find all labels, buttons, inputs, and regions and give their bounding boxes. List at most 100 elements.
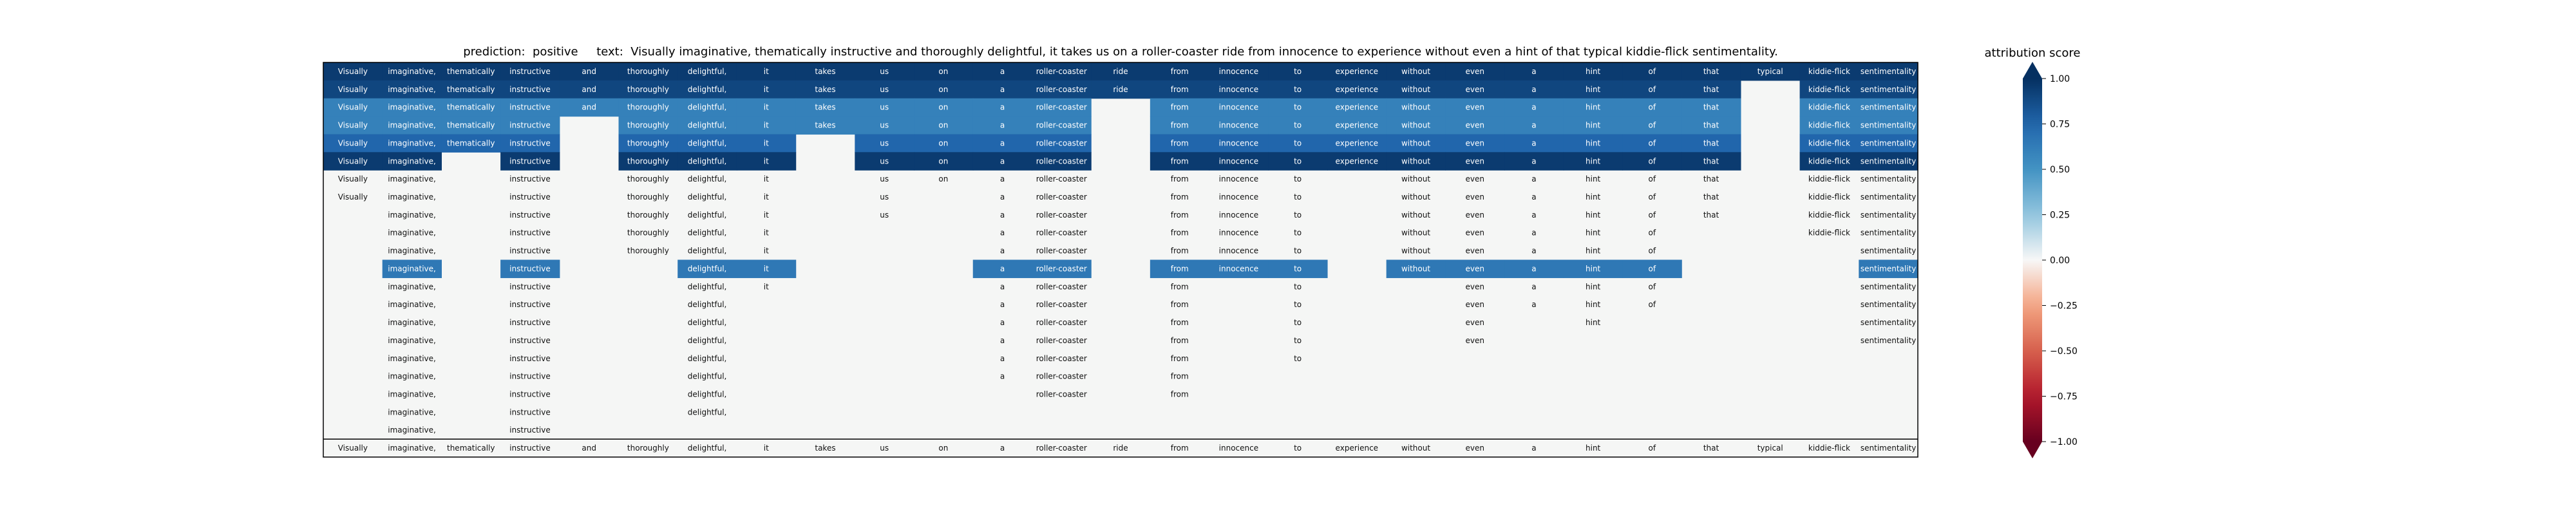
token-label: without — [1401, 174, 1430, 183]
attribution-cell — [1327, 98, 1387, 117]
attribution-cell — [323, 98, 383, 117]
token-label: without — [1401, 192, 1430, 201]
token-label: kiddie-flick — [1808, 156, 1850, 165]
attribution-cell — [855, 116, 914, 135]
attribution-cell — [972, 152, 1033, 171]
token-label: it — [764, 229, 769, 238]
token-label: experience — [1336, 121, 1379, 130]
token-label: thoroughly — [627, 121, 669, 130]
token-label: imaginative, — [388, 354, 436, 363]
colorbar-top-extend — [2023, 62, 2042, 79]
token-label: to — [1294, 318, 1302, 327]
token-label: from — [1171, 103, 1189, 112]
attribution-cell — [618, 80, 678, 99]
attribution-cell — [972, 62, 1033, 81]
attribution-cell — [441, 80, 501, 99]
token-label: to — [1294, 229, 1302, 238]
token-label: instructive — [509, 354, 551, 363]
attribution-cell — [1859, 98, 1918, 117]
token-label: hint — [1586, 156, 1601, 165]
token-label: delightful, — [688, 336, 727, 345]
bottom-token-label: ride — [1113, 444, 1128, 453]
token-label: hint — [1586, 300, 1601, 309]
token-label: imaginative, — [388, 229, 436, 238]
token-label: imaginative, — [388, 389, 436, 398]
token-label: roller-coaster — [1036, 85, 1087, 94]
token-label: sentimentality — [1861, 121, 1917, 130]
attribution-cell — [1859, 80, 1918, 99]
token-label: sentimentality — [1861, 156, 1917, 165]
token-label: a — [1531, 211, 1536, 220]
attribution-cell — [1799, 134, 1859, 153]
token-label: instructive — [509, 282, 551, 291]
token-label: Visually — [338, 121, 368, 130]
token-label: even — [1465, 282, 1484, 291]
attribution-cell — [618, 134, 678, 153]
token-label: from — [1171, 156, 1189, 165]
attribution-cell — [1859, 116, 1918, 135]
token-label: imaginative, — [388, 156, 436, 165]
token-label: takes — [815, 103, 835, 112]
token-label: imaginative, — [388, 67, 436, 76]
token-label: kiddie-flick — [1808, 121, 1850, 130]
token-label: takes — [815, 121, 835, 130]
token-label: to — [1294, 67, 1302, 76]
attribution-cell — [500, 62, 560, 81]
token-label: that — [1703, 103, 1719, 112]
token-label: thoroughly — [627, 156, 669, 165]
attribution-cell — [1268, 259, 1328, 278]
attribution-cell — [855, 62, 914, 81]
bottom-token-label: on — [938, 444, 948, 453]
token-label: hint — [1586, 174, 1601, 183]
attribution-cell — [1150, 259, 1210, 278]
token-label: a — [1000, 67, 1005, 76]
bottom-token-label: innocence — [1219, 444, 1258, 453]
token-label: a — [1000, 174, 1005, 183]
attribution-cell — [736, 152, 797, 171]
token-label: that — [1703, 138, 1719, 147]
attribution-cell — [1327, 134, 1387, 153]
attribution-cell — [1504, 134, 1564, 153]
attribution-cell — [914, 80, 974, 99]
attribution-cell — [1681, 152, 1741, 171]
token-label: a — [1531, 138, 1536, 147]
token-label: without — [1401, 264, 1430, 273]
token-label: without — [1401, 85, 1430, 94]
token-label: a — [1000, 138, 1005, 147]
token-label: delightful, — [688, 407, 727, 417]
token-label: without — [1401, 67, 1430, 76]
token-label: a — [1000, 264, 1005, 273]
token-label: experience — [1336, 67, 1379, 76]
attribution-cell — [1032, 62, 1092, 81]
token-label: from — [1171, 282, 1189, 291]
attribution-cell — [914, 98, 974, 117]
attribution-cell — [323, 80, 383, 99]
token-label: takes — [815, 85, 835, 94]
token-label: a — [1531, 174, 1536, 183]
token-label: us — [880, 67, 889, 76]
token-label: it — [764, 138, 769, 147]
token-label: of — [1649, 156, 1656, 165]
token-label: of — [1649, 192, 1656, 201]
attribution-cell — [1032, 116, 1092, 135]
attribution-cell — [1563, 152, 1624, 171]
token-label: that — [1703, 67, 1719, 76]
token-label: imaginative, — [388, 336, 436, 345]
token-label: imaginative, — [388, 300, 436, 309]
attribution-cell — [500, 116, 560, 135]
attribution-cell — [1386, 259, 1446, 278]
token-label: kiddie-flick — [1808, 103, 1850, 112]
attribution-cell — [1386, 80, 1446, 99]
token-label: innocence — [1219, 229, 1258, 238]
attribution-cell — [1622, 134, 1682, 153]
token-label: kiddie-flick — [1808, 192, 1850, 201]
token-label: thoroughly — [627, 138, 669, 147]
colorbar-tick-label: 1.00 — [2050, 74, 2070, 84]
attribution-cell — [1209, 116, 1269, 135]
token-label: a — [1531, 156, 1536, 165]
attribution-cell — [1091, 62, 1151, 81]
colorbar-tick-label: 0.75 — [2050, 120, 2070, 130]
token-label: roller-coaster — [1036, 336, 1087, 345]
attribution-cell — [500, 134, 560, 153]
